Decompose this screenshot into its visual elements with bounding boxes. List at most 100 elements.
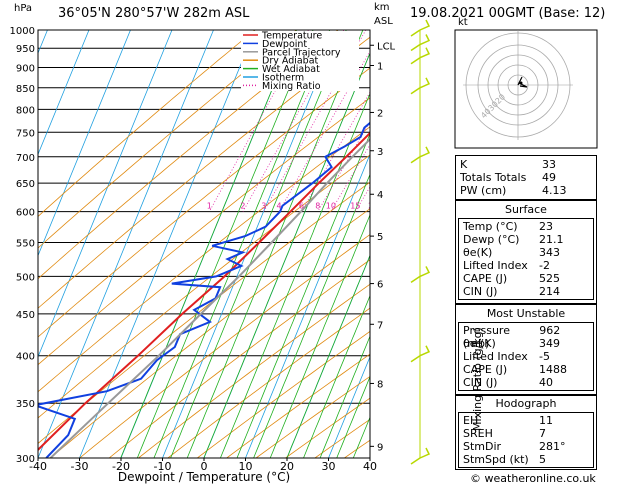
surface-row: Dewp (°C) 21.1 [459, 233, 593, 246]
legend-entry: Temperature [261, 31, 322, 42]
dry-adiabat-line [38, 154, 370, 419]
x-tick-label: 20 [280, 460, 294, 473]
isotherm-line [328, 355, 370, 458]
wind-barb [410, 77, 431, 95]
mixing-ratio-label: 10 [326, 202, 336, 211]
most-unstable-inner: Pressure (mb) 962 θe (K) 349 Lifted Index -… [458, 322, 594, 391]
pressure-tick-label: 850 [16, 84, 35, 95]
hodo-label: StmDir [463, 440, 502, 453]
hodograph-table-inner: EH 11 SREH 7 StmDir 281° StmSpd (kt) 5 [458, 412, 594, 468]
unstable-value: 349 [539, 337, 560, 350]
mixing-ratio-label: 4 [276, 202, 281, 211]
surface-value: 21.1 [539, 233, 564, 246]
series-temperature [38, 131, 370, 452]
unstable-value: -5 [539, 350, 550, 363]
dry-adiabat-line [79, 234, 370, 458]
dry-adiabat-line [38, 67, 370, 338]
indices-table: K 33 Totals Totals 49 PW (cm) 4.13 [455, 155, 597, 200]
unstable-row: Pressure (mb) 962 [459, 324, 593, 350]
pressure-tick-label: 700 [16, 153, 35, 164]
dry-adiabat-line [49, 208, 370, 458]
index-label: Totals Totals [460, 171, 527, 184]
pressure-tick-label: 800 [16, 105, 35, 116]
dry-adiabat-line [197, 330, 370, 458]
series-parcel-trajectory [49, 137, 370, 458]
km-tick-label: 2 [377, 108, 383, 119]
unstable-value: 1488 [539, 363, 567, 376]
wet-adiabat-line [220, 92, 370, 458]
wind-barbs [410, 19, 431, 465]
index-row-k: K 33 [456, 158, 596, 171]
pressure-tick-label: 950 [16, 44, 35, 55]
unstable-row: CAPE (J) 1488 [459, 363, 593, 376]
hodograph-trace [517, 76, 528, 88]
surface-row: Lifted Index -2 [459, 259, 593, 272]
wind-barb [410, 47, 431, 65]
surface-value: 214 [539, 285, 560, 298]
unstable-value: 962 [539, 324, 561, 337]
surface-row: CIN (J) 214 [459, 285, 593, 298]
mixing-ratio-line [301, 91, 370, 212]
unstable-label: θe (K) [463, 337, 496, 350]
surface-label: CAPE (J) [463, 272, 508, 285]
hodo-row: SREH 7 [459, 427, 593, 440]
km-tick-label: 8 [377, 379, 383, 390]
surface-label: Lifted Index [463, 259, 528, 272]
index-row-tt: Totals Totals 49 [456, 171, 596, 184]
wet-adiabat-line [236, 132, 370, 458]
x-tick-label: 0 [201, 460, 208, 473]
dry-adiabat-line [108, 259, 370, 458]
background-lines: 1 2 3 4 6 8 10 15 20 25 [0, 30, 378, 458]
datetime-title: 19.08.2021 00GMT (Base: 12) [410, 6, 606, 21]
km-label: km [374, 2, 390, 13]
unstable-row: CIN (J) 40 [459, 376, 593, 389]
hodo-label: StmSpd (kt) [463, 453, 529, 466]
index-value: 49 [542, 171, 556, 184]
x-tick-label: -20 [112, 460, 130, 473]
km-tick-label: 4 [377, 190, 383, 201]
unstable-row: θe (K) 349 [459, 337, 593, 350]
isotherm-line [38, 30, 90, 156]
hodograph-kt-label: kt [458, 17, 468, 28]
isotherm-line [0, 30, 6, 458]
legend-entry: Parcel Trajectory [262, 47, 341, 58]
isotherm-line [38, 30, 214, 458]
surface-value: 23 [539, 220, 553, 233]
mixing-ratio-line [354, 186, 370, 212]
dry-adiabat-line [38, 97, 370, 366]
hodo-row: StmSpd (kt) 5 [459, 453, 593, 466]
surface-title: Surface [505, 203, 547, 216]
hodograph-frame [454, 29, 598, 149]
mixing-ratio-label: 1 [207, 202, 212, 211]
pressure-tick-label: 550 [16, 239, 35, 250]
hodograph-table: Hodograph EH 11 SREH 7 StmDir 281° StmSpd (… [455, 395, 597, 470]
surface-label: CIN (J) [463, 285, 498, 298]
surface-inner: Temp (°C) 23 Dewp (°C) 21.1 θe(K) 343 Lifte… [458, 218, 594, 300]
km-tick-label: LCL [377, 41, 396, 52]
x-tick-label: -40 [29, 460, 47, 473]
legend-box [241, 31, 359, 91]
isotherm-line [79, 30, 256, 458]
isotherm-line [38, 30, 173, 358]
wet-adiabat-line [303, 294, 370, 458]
wind-barb [410, 19, 431, 37]
wind-barb [410, 146, 431, 164]
hodo-label: EH [463, 414, 479, 427]
mixing-ratio-axis-label: Mixing Ratio (g/kg) [471, 327, 484, 431]
pressure-tick-label: 300 [16, 454, 35, 465]
hodo-label: SREH [463, 427, 493, 440]
surface-row: θe(K) 343 [459, 246, 593, 259]
wet-adiabat-line [286, 254, 370, 458]
surface-label: Dewp (°C) [463, 233, 520, 246]
most-unstable-table: Most Unstable Pressure (mb) 962 θe (K) 349… [455, 304, 597, 395]
unstable-label: Lifted Index [463, 350, 528, 363]
mixing-ratio-label: 20 [368, 202, 378, 211]
dry-adiabat-line [38, 181, 370, 444]
surface-row: CAPE (J) 525 [459, 272, 593, 285]
x-tick-label: 40 [363, 460, 377, 473]
wet-adiabat-line [186, 30, 364, 458]
dry-adiabat-line [38, 126, 370, 393]
surface-label: θe(K) [463, 246, 493, 259]
